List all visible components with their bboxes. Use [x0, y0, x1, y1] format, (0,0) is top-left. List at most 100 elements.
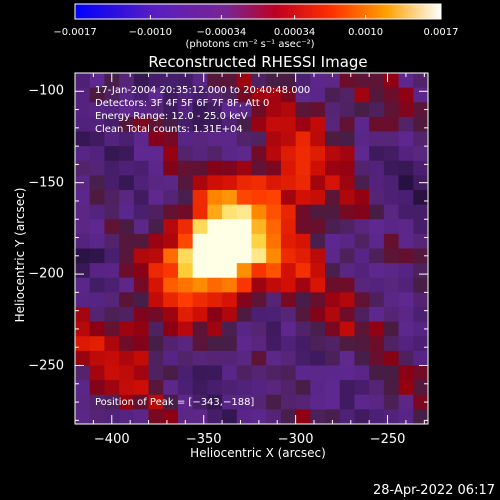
heatmap-cell [148, 263, 164, 279]
heatmap-cell [339, 321, 355, 337]
heatmap-cell [75, 160, 91, 176]
heatmap-cell [148, 336, 164, 352]
heatmap-cell [339, 116, 355, 132]
heatmap-cell [310, 409, 326, 425]
heatmap-cell [148, 73, 164, 89]
plot-frame [74, 72, 429, 425]
heatmap-cell [192, 350, 208, 366]
heatmap-cell [398, 380, 414, 396]
heatmap-cell [192, 394, 208, 410]
heatmap-cell [280, 394, 297, 410]
heatmap-cell [163, 307, 179, 323]
heatmap-cell [369, 190, 385, 206]
heatmap-cell [133, 160, 149, 176]
heatmap-cell [89, 277, 105, 293]
heatmap-cell [104, 102, 120, 118]
heatmap-cell [354, 233, 370, 249]
heatmap-cell [325, 160, 341, 176]
heatmap-cell [177, 307, 194, 323]
heatmap-cell [295, 321, 311, 337]
heatmap-cell [310, 87, 326, 103]
heatmap-cell [104, 307, 120, 323]
heatmap-cell [177, 87, 194, 103]
heatmap-cell [339, 380, 355, 396]
heatmap-cell [310, 160, 326, 176]
heatmap-cell [310, 175, 326, 191]
heatmap-cell [369, 102, 385, 118]
heatmap-cell [266, 248, 282, 264]
heatmap-cell [339, 131, 355, 147]
heatmap-cell [354, 336, 370, 352]
heatmap-cell [325, 116, 341, 132]
heatmap-cell [369, 233, 385, 249]
heatmap-cell [163, 248, 179, 264]
heatmap-cell [75, 307, 91, 323]
heatmap-cell [148, 146, 164, 162]
colorbar-ticks [74, 15, 442, 19]
heatmap-cell [339, 102, 355, 118]
heatmap-cell [207, 336, 223, 352]
heatmap-cell [354, 204, 370, 220]
heatmap-cell [339, 160, 355, 176]
heatmap-cell [163, 263, 179, 279]
heatmap-cell [398, 277, 414, 293]
heatmap-cell [339, 146, 355, 162]
heatmap-cell [398, 321, 414, 337]
colorbar-tick-label: 0.0017 [423, 27, 459, 38]
heatmap-cell [104, 365, 120, 381]
heatmap-cell [207, 248, 223, 264]
heatmap-cell [89, 365, 105, 381]
heatmap-cell [89, 160, 105, 176]
heatmap-cell [398, 190, 414, 206]
heatmap-cell [325, 307, 341, 323]
heatmap-cell [251, 219, 267, 235]
heatmap-cell [266, 160, 282, 176]
heatmap-cell [207, 102, 223, 118]
heatmap-cell [325, 175, 341, 191]
heatmap-cell [325, 277, 341, 293]
heatmap-cell [266, 190, 282, 206]
heatmap-cell [413, 87, 429, 103]
heatmap-cell [207, 409, 223, 425]
heatmap-cell [266, 350, 282, 366]
heatmap-cell [339, 292, 355, 308]
heatmap-cell [163, 87, 179, 103]
heatmap-cell [192, 160, 208, 176]
heatmap-cell [148, 131, 164, 147]
heatmap-cell [207, 73, 223, 89]
heatmap-cell [266, 102, 282, 118]
heatmap-cell [75, 321, 91, 337]
heatmap-cell [310, 219, 326, 235]
heatmap-cell [251, 248, 267, 264]
heatmap-cell [148, 204, 164, 220]
heatmap-cell [413, 219, 429, 235]
heatmap-cell [369, 292, 385, 308]
heatmap-cell [325, 365, 341, 381]
heatmap-cell [310, 336, 326, 352]
heatmap-cell [163, 116, 179, 132]
heatmap-cell [325, 204, 341, 220]
heatmap-cell [163, 394, 179, 410]
heatmap-cell [280, 248, 297, 264]
heatmap-cell [310, 307, 326, 323]
colorbar-tick-label: 0.00034 [273, 27, 316, 38]
heatmap-cell [148, 380, 164, 396]
heatmap-cell [133, 409, 149, 425]
heatmap-cell [280, 73, 297, 89]
heatmap-cell [383, 277, 399, 293]
heatmap-cell [236, 87, 252, 103]
heatmap-cell [222, 175, 238, 191]
heatmap-cell [398, 131, 414, 147]
heatmap-cell [207, 175, 223, 191]
colorbar-gradient [74, 3, 442, 20]
heatmap-cell [133, 307, 149, 323]
heatmap-cell [222, 116, 238, 132]
heatmap-cell [192, 131, 208, 147]
heatmap-cell [354, 175, 370, 191]
heatmap-cell [207, 263, 223, 279]
heatmap-cell [163, 365, 179, 381]
heatmap-cell [280, 102, 297, 118]
heatmap-cell [192, 102, 208, 118]
heatmap-cell [325, 102, 341, 118]
